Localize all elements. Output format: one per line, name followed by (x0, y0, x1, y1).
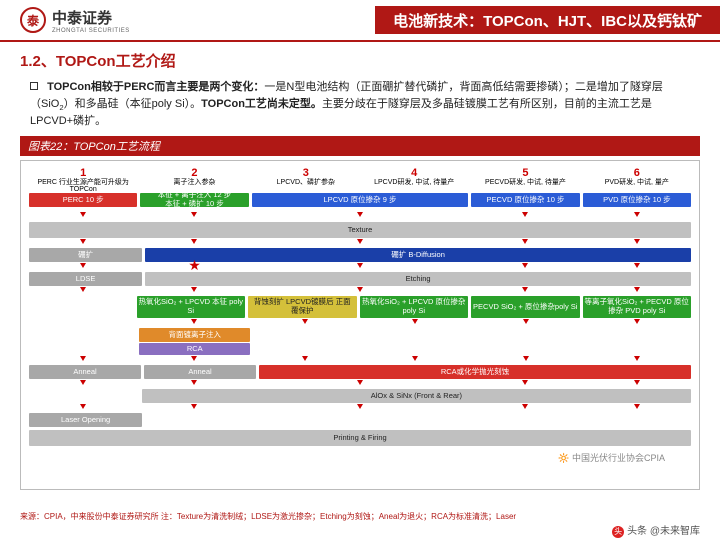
header: 泰 中泰证券 ZHONGTAI SECURITIES 电池新技术：TOPCon、… (0, 0, 720, 42)
logo-icon: 泰 (20, 7, 46, 33)
body-paragraph: TOPCon相较于PERC而言主要是两个变化：一是N型电池结构（正面硼扩替代磷扩… (0, 75, 720, 136)
logo: 泰 中泰证券 ZHONGTAI SECURITIES (0, 7, 130, 34)
column-headers: 1PERC 行业生源产能可升级为 TOPConPERC 10 步 2离子注入参杂… (29, 167, 691, 211)
flowchart: 1PERC 行业生源产能可升级为 TOPConPERC 10 步 2离子注入参杂… (20, 160, 700, 490)
bullet-icon (30, 82, 38, 90)
texture-step: Texture (29, 222, 691, 238)
page-title: 电池新技术：TOPCon、HJT、IBC以及钙钛矿 (375, 6, 720, 34)
footer-source: 来源：CPIA，中来股份中泰证券研究所 注：Texture为清洗制绒；LDSE为… (0, 511, 720, 522)
credit: 头头条 @未来智库 (612, 522, 700, 538)
watermark: 🔆 中国光伏行业协会CPIA (554, 450, 669, 465)
print-step: Printing & Firing (29, 430, 691, 446)
logo-text-en: ZHONGTAI SECURITIES (52, 28, 130, 34)
logo-text-cn: 中泰证券 (52, 7, 130, 28)
chart-label: 图表22：TOPCon工艺流程 (20, 136, 700, 156)
section-title: 1.2、TOPCon工艺介绍 (0, 42, 720, 75)
